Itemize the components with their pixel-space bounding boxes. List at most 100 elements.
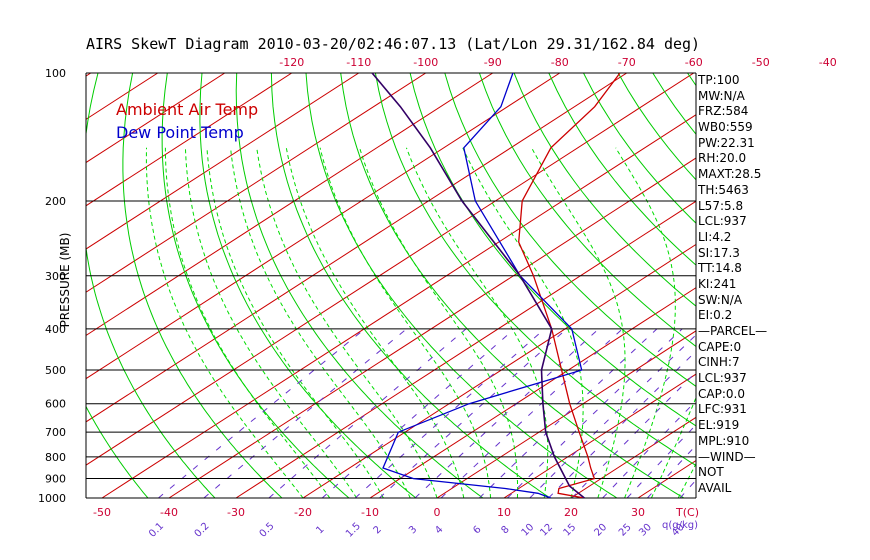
stat-si: SI:17.3 xyxy=(698,245,740,260)
moist-adiabat-line xyxy=(677,462,696,498)
isotherm-line xyxy=(101,114,696,498)
bottom-temp-tick-label: 10 xyxy=(497,506,511,519)
bottom-temp-tick-label: -10 xyxy=(361,506,379,519)
moist-adiabat-line xyxy=(256,147,438,498)
isotherm-line xyxy=(86,73,427,293)
mixing-ratio-tick-label: 2 xyxy=(372,524,384,536)
mixing-ratio-tick-label: 20 xyxy=(592,522,609,539)
pressure-tick-label: 500 xyxy=(45,364,66,377)
chart-title: AIRS SkewT Diagram 2010-03-20/02:46:07.1… xyxy=(86,35,701,53)
stat-tt: TT:14.8 xyxy=(698,261,742,276)
mixing-ratio-unit-label: q(g/kg) xyxy=(662,520,698,531)
bottom-temp-unit-label: T(C) xyxy=(675,506,699,519)
bottom-temp-tick-label: -30 xyxy=(227,506,245,519)
stat-th: TH:5463 xyxy=(698,182,749,197)
bottom-temp-tick-label: -50 xyxy=(93,506,111,519)
mixing-ratio-line xyxy=(548,350,696,498)
isotherm-line xyxy=(86,73,628,423)
stat-cinh: CINH:7 xyxy=(698,355,740,370)
dry-adiabat-line xyxy=(0,73,88,507)
mixing-ratio-tick-label: 3 xyxy=(407,524,419,536)
pressure-tick-label: 700 xyxy=(45,426,66,439)
stat-wind-header: —WIND— xyxy=(698,449,756,464)
dry-adiabat-line xyxy=(861,73,870,507)
isotherm-line xyxy=(86,73,293,207)
bottom-temp-tick-label: -40 xyxy=(160,506,178,519)
top-temp-tick-label: -110 xyxy=(346,56,371,69)
moist-adiabat-line xyxy=(319,147,492,498)
dry-adiabat-line xyxy=(548,73,696,266)
top-temp-tick-label: -60 xyxy=(685,56,703,69)
mixing-ratio-tick-label: 10 xyxy=(520,522,537,539)
parcel-line xyxy=(371,73,585,498)
stat-mpl: MPL:910 xyxy=(698,433,750,448)
stat-sw: SW:N/A xyxy=(698,292,743,307)
mixing-ratio-tick-label: 8 xyxy=(500,524,512,536)
pressure-tick-label: 600 xyxy=(45,398,66,411)
stat-lcl: LCL:937 xyxy=(698,214,747,229)
stat-li: LI:4.2 xyxy=(698,229,732,244)
dry-adiabat-line xyxy=(122,73,283,498)
moist-adiabat-line xyxy=(230,147,411,498)
stats-panel: TP:100 MW:N/A FRZ:584 WB0:559 PW:22.31 R… xyxy=(698,73,788,497)
mixing-ratio-tick-label: 1.5 xyxy=(344,521,363,540)
dry-adiabat-line xyxy=(513,73,696,307)
mixing-ratio-tick-label: 30 xyxy=(637,522,654,539)
top-temp-tick-label: -120 xyxy=(279,56,304,69)
moist-adiabat-line xyxy=(285,147,465,498)
mixing-ratio-tick-label: 15 xyxy=(562,522,579,539)
dry-adiabat-line xyxy=(235,73,484,498)
bottom-temp-tick-label: 30 xyxy=(631,506,645,519)
legend-ambient-air-temp: Ambient Air Temp xyxy=(116,100,259,119)
stat-el: EL:919 xyxy=(698,418,740,433)
dry-adiabat-line xyxy=(409,73,696,427)
moist-adiabat-line xyxy=(531,147,626,498)
moist-adiabat-line xyxy=(164,147,331,498)
mixing-ratio-tick-label: 0.1 xyxy=(147,521,166,540)
legend-dew-point-temp: Dew Point Temp xyxy=(116,123,244,142)
stat-wind-avail: AVAIL xyxy=(698,480,732,495)
isotherm-line xyxy=(86,73,226,164)
stat-cap: CAP:0.0 xyxy=(698,386,745,401)
top-temp-tick-label: -90 xyxy=(484,56,502,69)
dry-adiabat-line xyxy=(792,73,870,507)
moist-adiabat-line xyxy=(359,147,519,498)
stat-ei: EI:0.2 xyxy=(698,308,733,323)
bottom-temp-tick-label: 0 xyxy=(434,506,441,519)
isotherm-line xyxy=(436,330,696,498)
top-temp-tick-label: -100 xyxy=(413,56,438,69)
mixing-ratio-line xyxy=(203,328,407,498)
pressure-tick-label: 400 xyxy=(45,323,66,336)
pressure-tick-label: 300 xyxy=(45,270,66,283)
stat-rh: RH:20.0 xyxy=(698,151,747,166)
y-axis-label: PRESSURE (MB) xyxy=(58,232,72,328)
stat-lfc: LFC:931 xyxy=(698,402,747,417)
pressure-tick-label: 900 xyxy=(45,473,66,486)
mixing-ratio-tick-label: 25 xyxy=(617,522,634,539)
stat-parcel-lcl: LCL:937 xyxy=(698,371,747,386)
top-temp-tick-label: -50 xyxy=(752,56,770,69)
top-temp-tick-label: -80 xyxy=(551,56,569,69)
top-temp-tick-label: -40 xyxy=(819,56,837,69)
stat-maxt: MAXT:28.5 xyxy=(698,167,762,182)
stat-mw: MW:N/A xyxy=(698,88,745,103)
bottom-temp-tick-label: 20 xyxy=(564,506,578,519)
stat-wb0: WB0:559 xyxy=(698,120,753,135)
dry-adiabat-line xyxy=(444,73,696,387)
dry-adiabat-line xyxy=(826,73,870,507)
mixing-ratio-tick-label: 6 xyxy=(471,524,483,536)
isotherm-line xyxy=(86,73,695,466)
pressure-tick-label: 1000 xyxy=(38,492,66,505)
moist-adiabat-line xyxy=(615,147,676,498)
ambient-air-temp-line xyxy=(518,73,621,498)
top-temp-tick-label: -70 xyxy=(618,56,636,69)
dry-adiabat-line xyxy=(374,73,696,467)
stat-parcel-header: —PARCEL— xyxy=(698,324,768,338)
isotherm-line xyxy=(235,200,696,498)
mixing-ratio-tick-label: 0.2 xyxy=(193,521,212,540)
moist-adiabat-line xyxy=(650,396,696,498)
dew-point-temp-line xyxy=(382,73,583,498)
stat-wind-not: NOT xyxy=(698,465,724,480)
isotherm-line xyxy=(369,287,696,498)
